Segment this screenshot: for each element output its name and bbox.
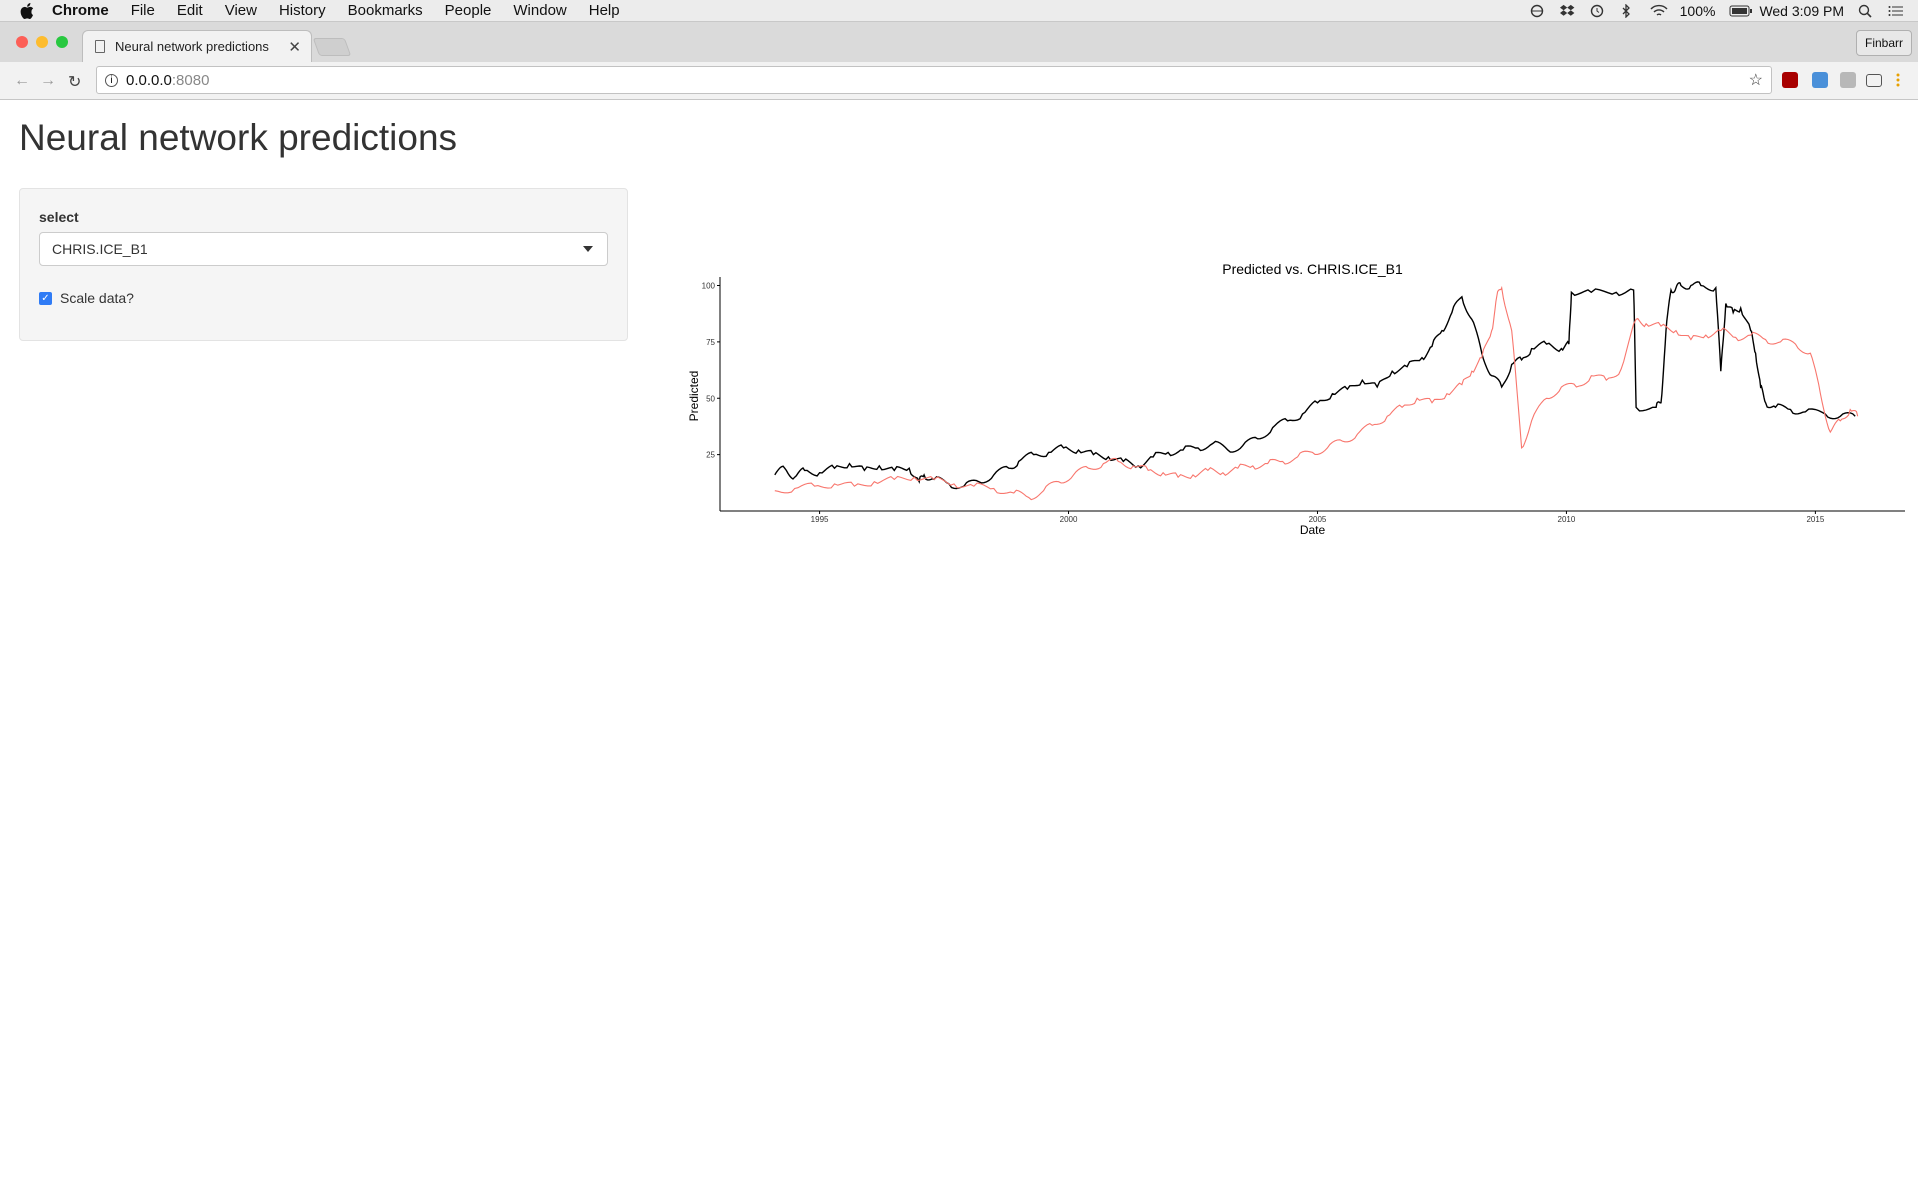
- window-close-button[interactable]: [16, 36, 28, 48]
- menu-help[interactable]: Help: [588, 2, 620, 19]
- back-arrow-icon[interactable]: ←: [14, 72, 30, 89]
- scale-data-row[interactable]: ✓ Scale data?: [39, 290, 134, 306]
- url-host: 0.0.0.0: [126, 71, 172, 89]
- time-machine-icon[interactable]: [1590, 4, 1606, 18]
- ublock-extension-icon[interactable]: [1782, 72, 1798, 88]
- x-tick-label: 2000: [1060, 515, 1078, 524]
- x-tick-label: 2005: [1309, 515, 1327, 524]
- chart-title: Predicted vs. CHRIS.ICE_B1: [1222, 261, 1403, 277]
- globe-icon[interactable]: [1530, 4, 1546, 18]
- chrome-menu-icon[interactable]: [1896, 72, 1900, 88]
- select-value: CHRIS.ICE_B1: [52, 241, 148, 257]
- page-icon: [95, 40, 105, 53]
- extension-puzzle-icon[interactable]: [1840, 72, 1856, 88]
- window-minimize-button[interactable]: [36, 36, 48, 48]
- url-port: :8080: [171, 71, 210, 89]
- select-label: select: [39, 209, 79, 225]
- spotlight-search-icon[interactable]: [1858, 4, 1874, 18]
- menu-window[interactable]: Window: [513, 2, 567, 19]
- site-info-icon[interactable]: i: [105, 73, 118, 87]
- chevron-down-icon: [583, 246, 593, 252]
- profile-button[interactable]: Finbarr: [1855, 30, 1912, 56]
- tab-close-icon[interactable]: ✕: [288, 38, 301, 56]
- y-tick-label: 100: [702, 282, 716, 291]
- reload-icon[interactable]: ↻: [68, 74, 82, 91]
- menu-file[interactable]: File: [130, 2, 155, 19]
- x-tick-label: 2015: [1806, 515, 1824, 524]
- cast-icon[interactable]: [1866, 74, 1882, 87]
- browser-window: Neural network predictions ✕ Finbarr ← →…: [0, 22, 1918, 1199]
- menu-edit[interactable]: Edit: [176, 2, 203, 19]
- series-line-red: [774, 285, 1859, 501]
- y-tick-label: 50: [706, 394, 715, 403]
- dropbox-icon[interactable]: [1559, 4, 1576, 18]
- y-tick-label: 25: [706, 451, 715, 460]
- x-tick-label: 2010: [1558, 515, 1576, 524]
- x-axis-label: Date: [1300, 523, 1326, 537]
- bookmark-star-icon[interactable]: ☆: [1748, 72, 1763, 89]
- y-tick-label: 75: [706, 338, 715, 347]
- window-zoom-button[interactable]: [56, 36, 68, 48]
- menu-chrome[interactable]: Chrome: [52, 2, 109, 19]
- scale-data-checkbox[interactable]: ✓: [39, 291, 52, 305]
- x-tick-label: 1995: [811, 515, 829, 524]
- predictions-chart: Predicted vs. CHRIS.ICE_B1 Date Predicte…: [687, 261, 1905, 537]
- menu-view[interactable]: View: [224, 2, 257, 19]
- chart-series: [774, 281, 1859, 501]
- menu-people[interactable]: People: [444, 2, 492, 19]
- menubar-clock[interactable]: Wed 3:09 PM: [1759, 2, 1844, 19]
- menu-bookmarks[interactable]: Bookmarks: [347, 2, 423, 19]
- menubar-status-area: 100% Wed 3:09 PM: [1530, 3, 1904, 19]
- bluetooth-icon[interactable]: [1620, 2, 1636, 19]
- sidebar-panel: select CHRIS.ICE_B1 ✓ Scale data?: [19, 188, 628, 341]
- tab-strip: Neural network predictions ✕ Finbarr: [0, 22, 1918, 62]
- series-line-black: [774, 281, 1856, 490]
- new-tab-button[interactable]: [312, 38, 352, 56]
- browser-toolbar: ← → ↻ i 0.0.0.0:8080 ☆: [0, 62, 1918, 100]
- tab-neural-network-predictions[interactable]: Neural network predictions ✕: [82, 30, 312, 62]
- address-bar[interactable]: i 0.0.0.0:8080 ☆: [96, 66, 1772, 94]
- page-title: Neural network predictions: [19, 117, 458, 158]
- battery-icon[interactable]: [1729, 4, 1753, 18]
- apple-icon[interactable]: [18, 2, 36, 20]
- wifi-icon[interactable]: [1650, 4, 1668, 18]
- extension-badge-icon[interactable]: [1812, 72, 1828, 88]
- notification-center-icon[interactable]: [1888, 4, 1904, 18]
- tab-title: Neural network predictions: [115, 39, 269, 54]
- menu-history[interactable]: History: [278, 2, 326, 19]
- y-axis-label: Predicted: [687, 371, 701, 422]
- chart-axes: 25 50 75 100 1995 2000 2005 2010 2015: [702, 277, 1905, 524]
- battery-percent: 100%: [1679, 2, 1716, 19]
- forward-arrow-icon[interactable]: →: [40, 72, 56, 89]
- series-select[interactable]: CHRIS.ICE_B1: [39, 232, 608, 266]
- page-content: Neural network predictions select CHRIS.…: [0, 101, 1918, 1199]
- scale-data-label: Scale data?: [60, 290, 134, 306]
- macos-menubar: Chrome File Edit View History Bookmarks …: [0, 0, 1918, 22]
